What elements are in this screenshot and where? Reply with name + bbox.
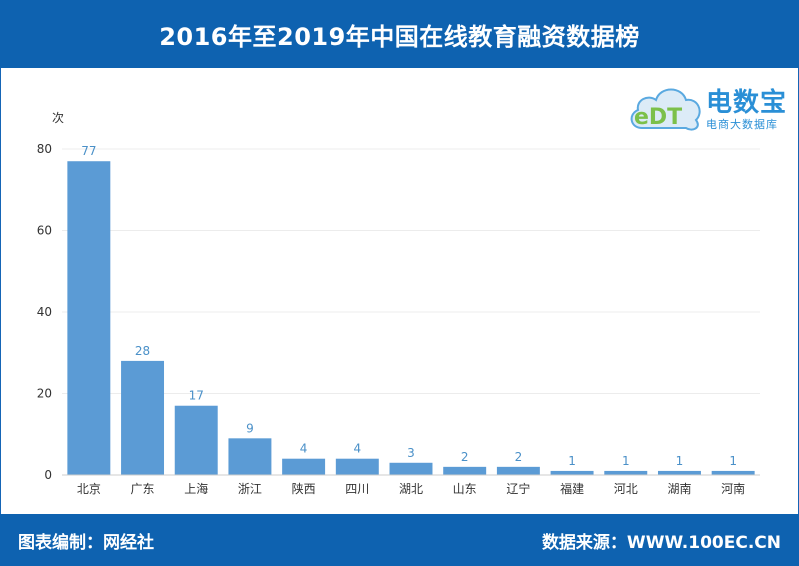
x-tick-label: 河南: [721, 481, 745, 496]
logo: eDT 电数宝 电商大数据库: [626, 76, 796, 138]
bar-value-label: 1: [622, 454, 630, 468]
logo-mark: eDT: [634, 105, 682, 130]
logo-subtitle: 电商大数据库: [706, 118, 778, 131]
bar: [282, 458, 326, 475]
bar-value-label: 2: [461, 450, 469, 464]
header-bar: 2016年至2019年中国在线教育融资数据榜: [0, 0, 799, 68]
bar-value-label: 77: [81, 144, 96, 158]
y-tick-label: 20: [37, 387, 52, 401]
y-unit-label: 次: [52, 111, 64, 125]
x-tick-label: 湖南: [667, 481, 691, 496]
bars: [67, 161, 755, 475]
y-axis-ticks: 0 20 40 60 80: [37, 142, 52, 482]
bar: [443, 466, 487, 475]
x-tick-label: 陕西: [292, 481, 316, 496]
footer-bar: 图表编制：网经社 数据来源：WWW.100EC.CN: [0, 514, 799, 566]
x-tick-label: 广东: [131, 482, 155, 496]
x-tick-label: 浙江: [238, 482, 262, 496]
bar: [657, 470, 701, 475]
y-tick-label: 0: [44, 468, 52, 482]
bar-value-label: 3: [407, 446, 415, 460]
y-tick-label: 40: [37, 305, 52, 319]
bar-value-label: 17: [189, 389, 204, 403]
cloud-logo-icon: eDT: [630, 88, 701, 131]
y-tick-label: 60: [37, 224, 52, 238]
bar-value-label: 2: [515, 450, 523, 464]
bar: [550, 470, 594, 475]
x-tick-label: 河北: [614, 482, 638, 496]
x-tick-label: 湖北: [399, 481, 423, 496]
x-axis-ticks: 北京 广东 上海 浙江 陕西 四川 湖北 山东 辽宁 福建 河北 湖南 河南: [77, 481, 745, 496]
bar-value-label: 1: [568, 454, 576, 468]
bar: [604, 470, 648, 475]
bar-value-label: 28: [135, 344, 150, 358]
x-tick-label: 上海: [184, 481, 208, 496]
x-tick-label: 山东: [453, 482, 477, 496]
bar: [711, 470, 755, 475]
y-tick-label: 80: [37, 142, 52, 156]
x-tick-label: 辽宁: [506, 481, 530, 496]
bar-value-label: 1: [729, 454, 737, 468]
bar: [67, 161, 111, 475]
bar: [389, 462, 433, 475]
gridlines: [62, 148, 760, 394]
x-tick-label: 福建: [560, 481, 584, 496]
data-labels: 77 28 17 9 4 4 3 2 2 1 1 1 1: [81, 144, 737, 468]
bar-value-label: 4: [353, 442, 361, 456]
bar: [121, 360, 165, 475]
bar-value-label: 1: [676, 454, 684, 468]
chart-title: 2016年至2019年中国在线教育融资数据榜: [159, 22, 640, 51]
x-tick-label: 四川: [345, 482, 369, 496]
bar-value-label: 4: [300, 442, 308, 456]
bar: [174, 405, 218, 475]
bar: [228, 438, 272, 475]
x-tick-label: 北京: [77, 482, 101, 496]
bar-value-label: 9: [246, 421, 254, 435]
footer-source: 数据来源：WWW.100EC.CN: [541, 533, 781, 553]
logo-name: 电数宝: [706, 88, 788, 118]
footer-credit: 图表编制：网经社: [18, 533, 154, 553]
bar: [335, 458, 379, 475]
bar: [496, 466, 540, 475]
